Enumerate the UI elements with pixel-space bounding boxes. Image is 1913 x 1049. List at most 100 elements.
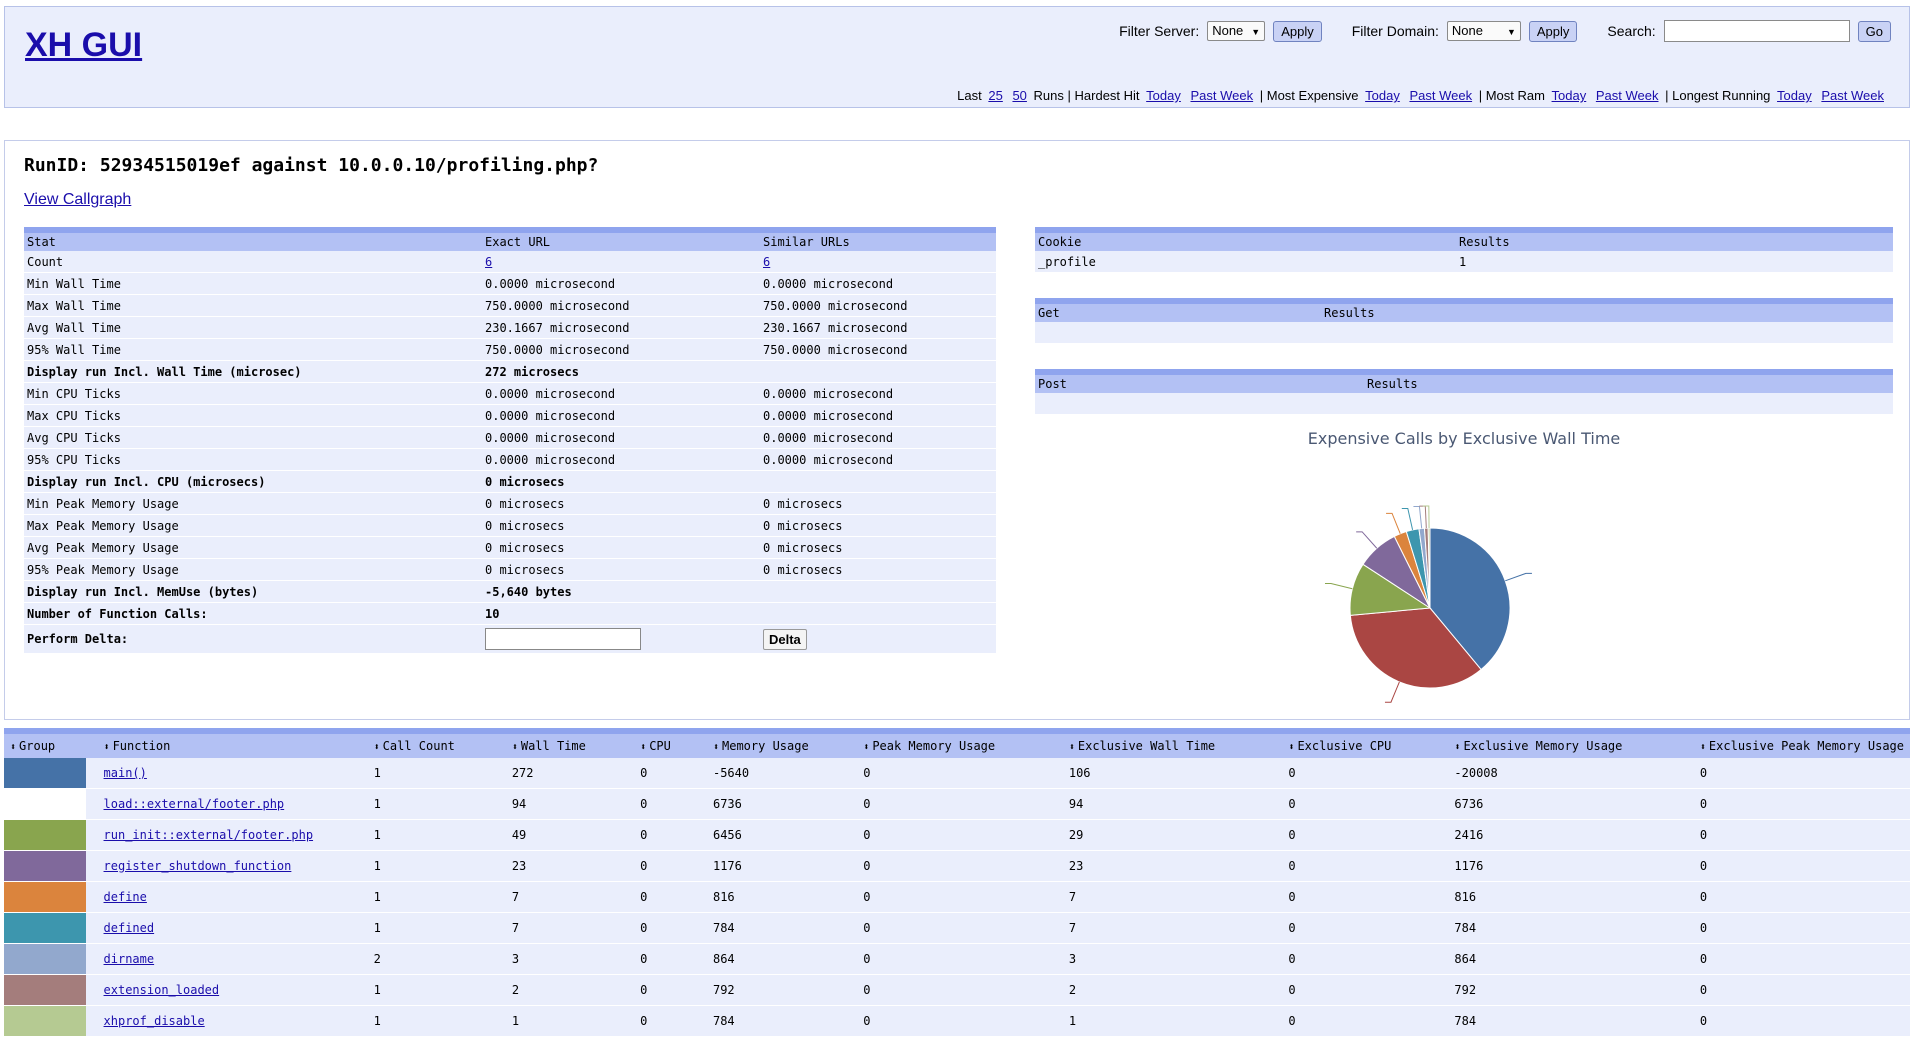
- pie-chart: [1324, 505, 1532, 703]
- column-header[interactable]: ⬍ Exclusive Memory Usage: [1448, 728, 1694, 758]
- stat-similar-value: 0.0000 microsecond: [760, 382, 996, 405]
- stat-similar-value: [760, 470, 996, 493]
- stat-label: 95% CPU Ticks: [24, 448, 482, 471]
- function-link[interactable]: define: [103, 890, 147, 904]
- group-color-swatch: [4, 758, 86, 788]
- pie-slice[interactable]: [1429, 527, 1511, 671]
- sort-icon[interactable]: ⬍: [511, 742, 518, 753]
- hardest-hit-today-link[interactable]: Today: [1146, 88, 1181, 103]
- function-cell: 0: [1693, 819, 1910, 851]
- search-input[interactable]: [1663, 20, 1850, 42]
- function-cell: 792: [1448, 974, 1694, 1006]
- function-cell: 1: [367, 912, 506, 944]
- function-cell: 784: [706, 912, 858, 944]
- sort-icon[interactable]: ⬍: [1288, 742, 1295, 753]
- function-cell: 0: [1282, 974, 1449, 1006]
- group-color-swatch: [4, 882, 86, 912]
- stat-exact-value: 0 microsecs: [482, 470, 760, 493]
- sort-icon[interactable]: ⬍: [1699, 742, 1706, 753]
- last-50-link[interactable]: 50: [1012, 88, 1027, 103]
- pie-connector-line: [1356, 531, 1378, 549]
- most-expensive-today-link[interactable]: Today: [1365, 88, 1400, 103]
- column-header[interactable]: ⬍ CPU: [634, 728, 707, 758]
- filter-server-select[interactable]: None ▼: [1207, 21, 1266, 41]
- group-color-swatch: [4, 851, 86, 881]
- column-header[interactable]: ⬍ Call Count: [367, 728, 506, 758]
- function-cell: 29: [1062, 819, 1283, 851]
- column-header[interactable]: ⬍ Exclusive CPU: [1282, 728, 1449, 758]
- function-cell: 0: [1282, 758, 1449, 789]
- function-cell: -5640: [706, 758, 858, 789]
- function-cell: 784: [1448, 1005, 1694, 1037]
- function-cell: 0: [857, 912, 1063, 944]
- delta-input[interactable]: [485, 628, 641, 650]
- stat-label: Min Wall Time: [24, 272, 482, 295]
- filter-server-label: Filter Server:: [1119, 23, 1200, 39]
- filter-domain-select[interactable]: None ▼: [1446, 21, 1521, 41]
- sort-icon[interactable]: ⬍: [712, 742, 719, 753]
- most-expensive-past-week-link[interactable]: Past Week: [1409, 88, 1473, 103]
- function-cell: 1176: [706, 850, 858, 882]
- stat-label: Avg Wall Time: [24, 316, 482, 339]
- column-header[interactable]: ⬍ Function: [97, 728, 368, 758]
- function-row: dirname 2 3 0 864 0 3 0 864 0: [4, 943, 1910, 975]
- sort-icon[interactable]: ⬍: [863, 742, 870, 753]
- header-bar: XH GUI Filter Server: None ▼ Apply Filter…: [4, 6, 1910, 108]
- column-header[interactable]: ⬍ Wall Time: [505, 728, 635, 758]
- search-go-button[interactable]: Go: [1857, 20, 1891, 42]
- group-color-swatch: [4, 1006, 86, 1036]
- stat-exact-value: 0 microsecs: [482, 536, 760, 559]
- stats-table: Stat Exact URL Similar URLs Count 6 6 Min W…: [24, 227, 996, 654]
- column-header[interactable]: ⬍ Exclusive Peak Memory Usage: [1693, 728, 1910, 758]
- function-link[interactable]: register_shutdown_function: [103, 859, 292, 873]
- sort-icon[interactable]: ⬍: [10, 742, 17, 753]
- sort-icon[interactable]: ⬍: [373, 742, 380, 753]
- stat-exact-value-link[interactable]: 6: [485, 254, 493, 269]
- column-header[interactable]: ⬍ Memory Usage: [706, 728, 858, 758]
- function-link[interactable]: xhprof_disable: [103, 1014, 205, 1028]
- column-header[interactable]: ⬍ Group: [4, 728, 98, 758]
- get-header: Get: [1035, 298, 1321, 322]
- app-title-link[interactable]: XH GUI: [25, 26, 143, 64]
- function-cell: 784: [706, 1005, 858, 1037]
- sort-icon[interactable]: ⬍: [103, 742, 110, 753]
- function-link[interactable]: load::external/footer.php: [103, 797, 285, 811]
- function-cell: 0: [857, 758, 1063, 789]
- sort-icon[interactable]: ⬍: [1068, 742, 1075, 753]
- filter-server-apply-button[interactable]: Apply: [1273, 20, 1322, 42]
- stat-label: Number of Function Calls:: [24, 602, 482, 625]
- column-header[interactable]: ⬍ Exclusive Wall Time: [1062, 728, 1283, 758]
- stat-similar-value-link[interactable]: 6: [763, 254, 771, 269]
- function-cell: 7: [505, 881, 635, 913]
- function-cell: 864: [706, 943, 858, 975]
- stats-row: Avg CPU Ticks 0.0000 microsecond 0.0000 mi…: [24, 426, 996, 449]
- stat-similar-value: [760, 580, 996, 603]
- quick-links: Last 25 50 Runs | Hardest Hit Today Past…: [957, 88, 1884, 103]
- most-ram-past-week-link[interactable]: Past Week: [1595, 88, 1659, 103]
- function-cell: 0: [1282, 850, 1449, 882]
- function-link[interactable]: dirname: [103, 952, 155, 966]
- function-link[interactable]: run_init::external/footer.php: [103, 828, 314, 842]
- view-callgraph-link[interactable]: View Callgraph: [24, 191, 132, 208]
- filter-domain-apply-button[interactable]: Apply: [1528, 20, 1578, 42]
- function-link[interactable]: defined: [103, 921, 155, 935]
- function-link[interactable]: extension_loaded: [103, 983, 220, 997]
- column-header[interactable]: ⬍ Peak Memory Usage: [857, 728, 1063, 758]
- sort-icon[interactable]: ⬍: [640, 742, 647, 753]
- longest-running-past-week-link[interactable]: Past Week: [1821, 88, 1884, 103]
- stat-exact-value: 230.1667 microsecond: [482, 316, 760, 339]
- most-ram-today-link[interactable]: Today: [1551, 88, 1587, 103]
- function-cell: 0: [857, 1005, 1063, 1037]
- longest-running-today-link[interactable]: Today: [1777, 88, 1812, 103]
- stat-label: Max Wall Time: [24, 294, 482, 317]
- function-cell: 0: [857, 788, 1063, 820]
- function-cell: 7: [505, 912, 635, 944]
- chevron-down-icon: ▼: [1506, 27, 1516, 37]
- function-link[interactable]: main(): [103, 766, 147, 780]
- delta-button[interactable]: Delta: [763, 628, 807, 650]
- function-cell: 0: [1282, 943, 1449, 975]
- stat-similar-value: 0 microsecs: [760, 558, 996, 581]
- hardest-hit-past-week-link[interactable]: Past Week: [1190, 88, 1254, 103]
- last-25-link[interactable]: 25: [988, 88, 1003, 103]
- sort-icon[interactable]: ⬍: [1454, 742, 1461, 753]
